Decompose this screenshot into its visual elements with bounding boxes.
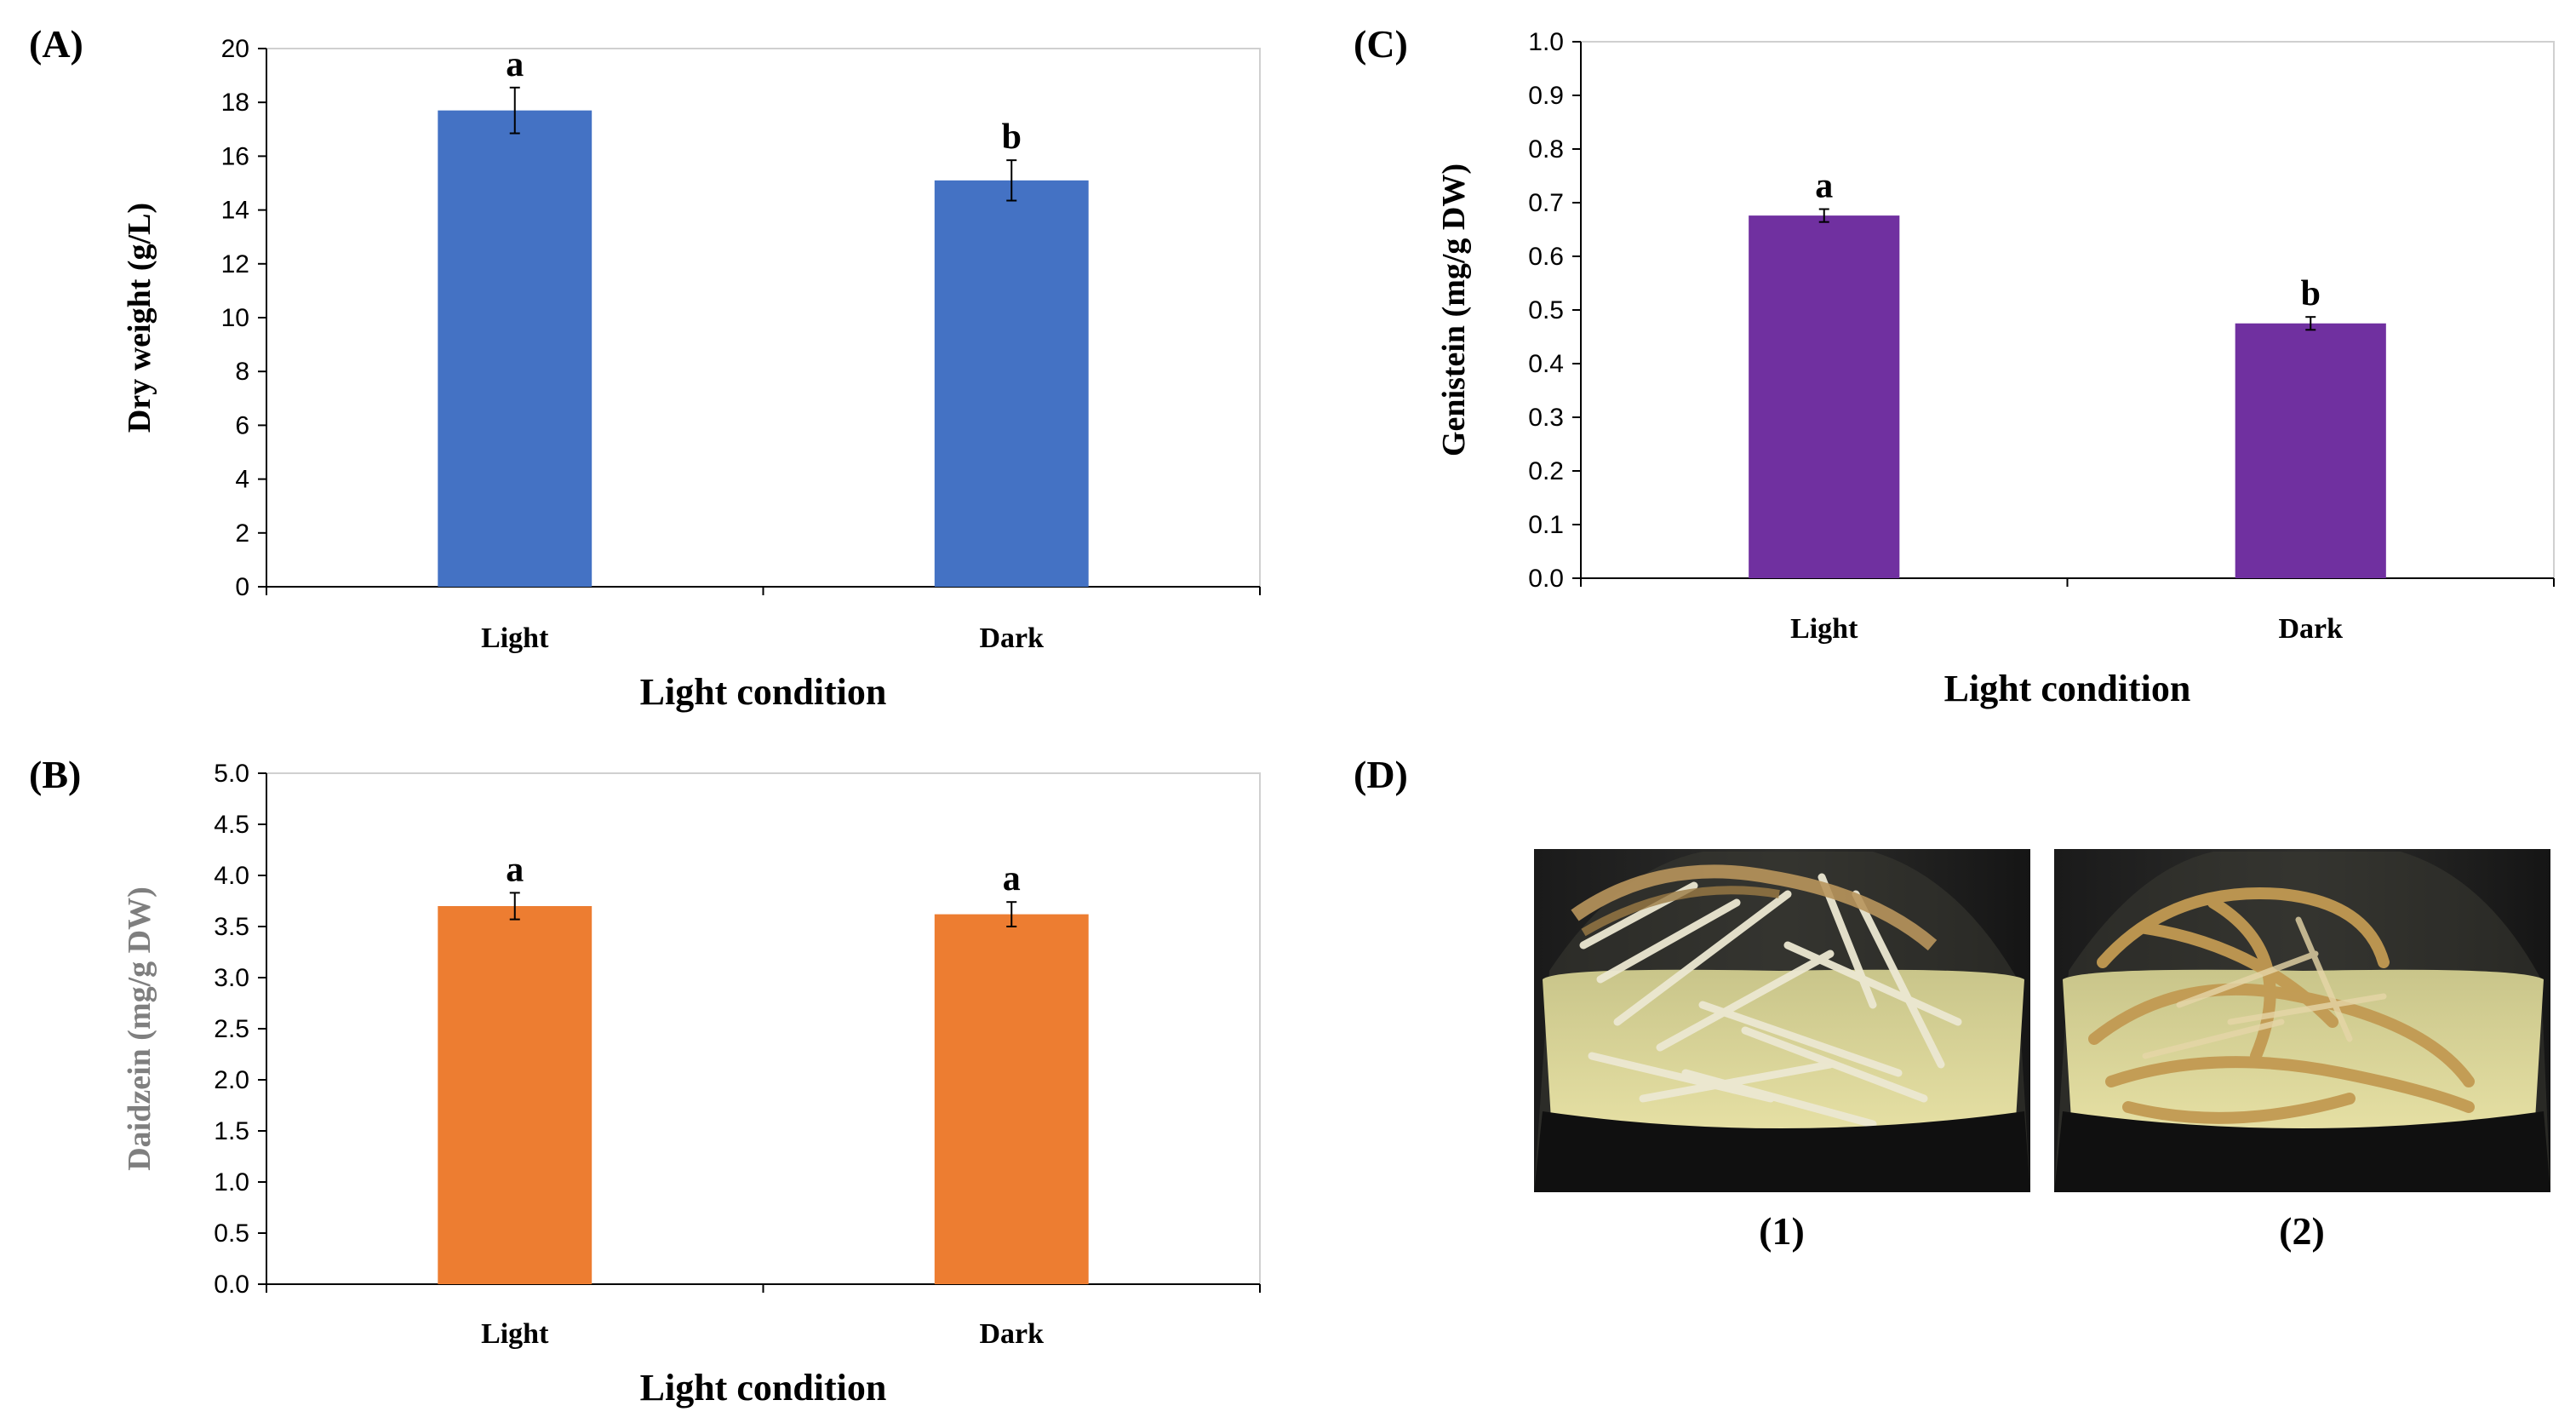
significance-letter: a [1003, 859, 1021, 898]
y-tick-label: 4.0 [214, 862, 249, 890]
panel-label-b: (B) [29, 753, 81, 796]
y-tick-label: 0.4 [1528, 350, 1564, 378]
y-tick-label: 1.0 [1528, 28, 1564, 56]
y-tick-label: 0.9 [1528, 82, 1564, 110]
x-category-label: Light [481, 1318, 549, 1350]
y-tick-label: 0 [235, 573, 249, 601]
y-tick-label: 4.5 [214, 811, 249, 839]
significance-letter: b [1002, 118, 1022, 157]
bar-light [438, 110, 592, 587]
x-axis-title: Light condition [640, 1367, 887, 1409]
y-tick-label: 0.6 [1528, 243, 1564, 271]
y-tick-label: 0.3 [1528, 404, 1564, 432]
y-tick-label: 8 [235, 358, 249, 386]
y-axis-title: Genistein (mg/g DW) [1436, 164, 1472, 456]
panel-label-c: (C) [1354, 22, 1408, 66]
y-tick-label: 3.0 [214, 964, 249, 992]
y-tick-label: 14 [221, 197, 249, 225]
x-category-label: Dark [2278, 613, 2343, 645]
y-tick-label: 3.5 [214, 913, 249, 941]
panel-label-a: (A) [29, 22, 83, 66]
significance-letter: a [1815, 167, 1833, 206]
x-category-label: Dark [979, 1318, 1044, 1350]
chart-daidzein: 0.0 0.5 1.0 1.5 2.0 2.5 3.0 3.5 4.0 4.5 5.0 a Light a… [122, 760, 1261, 1409]
y-tick-label: 0.2 [1528, 457, 1564, 485]
y-tick-label: 2.0 [214, 1066, 249, 1094]
bar-dark [934, 914, 1089, 1284]
plot-area-border [266, 48, 1261, 588]
y-tick-label: 0.0 [1528, 565, 1564, 593]
bar-dark [934, 180, 1089, 587]
x-axis-title: Light condition [640, 671, 887, 713]
y-tick-label: 12 [221, 250, 249, 278]
chart-dry-weight: 0 2 4 6 8 10 12 14 16 18 20 a Light b Dark Dry weight (… [122, 35, 1261, 713]
y-tick-label: 0.0 [214, 1271, 249, 1299]
y-tick-label: 10 [221, 304, 249, 332]
y-tick-label: 18 [221, 89, 249, 117]
y-tick-label: 0.5 [214, 1219, 249, 1248]
photo-caption-1: (1) [1759, 1209, 1805, 1253]
y-tick-label: 16 [221, 142, 249, 170]
photo-caption-2: (2) [2279, 1209, 2325, 1253]
x-category-label: Dark [979, 623, 1044, 654]
bar-light [438, 906, 592, 1284]
y-tick-label: 2 [235, 519, 249, 548]
plot-area-border [266, 772, 1261, 1285]
y-tick-label: 0.5 [1528, 296, 1564, 324]
y-tick-label: 0.7 [1528, 189, 1564, 217]
y-tick-label: 6 [235, 411, 249, 439]
bar-dark [2235, 323, 2386, 578]
significance-letter: b [2301, 274, 2321, 313]
y-tick-label: 4 [235, 466, 249, 494]
chart-genistein: 0.0 0.1 0.2 0.3 0.4 0.5 0.6 0.7 0.8 0.9 1.0 a Light b… [1436, 28, 2555, 709]
flask-photo-dark [2054, 849, 2550, 1192]
significance-letter: a [506, 850, 524, 889]
plot-area-border [1580, 41, 2555, 579]
y-tick-label: 1.0 [214, 1168, 249, 1196]
y-tick-label: 20 [221, 35, 249, 63]
x-category-label: Light [1790, 613, 1858, 645]
flask-photo-light [1534, 849, 2030, 1192]
y-axis-title: Dry weight (g/L) [122, 203, 157, 433]
y-axis-title: Daidzein (mg/g DW) [122, 887, 157, 1171]
x-category-label: Light [481, 623, 549, 654]
significance-letter: a [506, 45, 524, 84]
bar-light [1749, 215, 1900, 578]
y-tick-label: 0.8 [1528, 135, 1564, 164]
y-tick-label: 5.0 [214, 760, 249, 788]
y-tick-label: 0.1 [1528, 511, 1564, 539]
y-tick-label: 2.5 [214, 1015, 249, 1043]
x-axis-title: Light condition [1944, 668, 2191, 709]
panel-label-d: (D) [1354, 753, 1408, 796]
y-tick-label: 1.5 [214, 1117, 249, 1145]
